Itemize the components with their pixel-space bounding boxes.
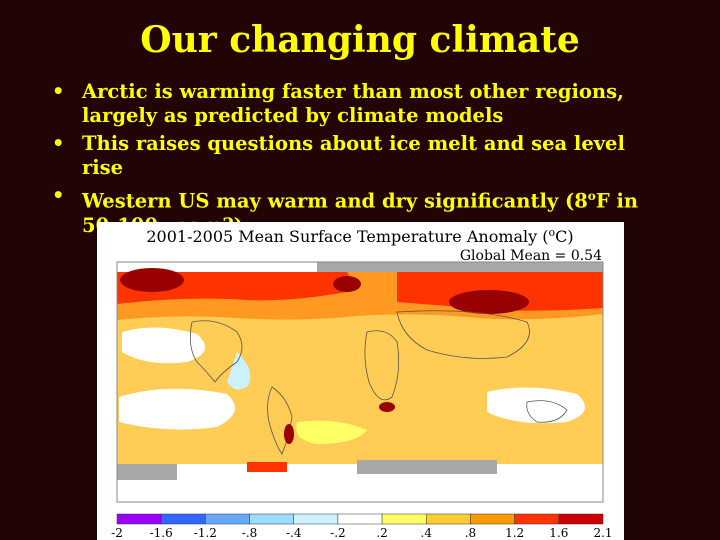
colorbar-tick-label: -2 (111, 526, 123, 540)
hot-spot-siberia (449, 290, 529, 314)
colorbar-swatch (205, 513, 250, 525)
colorbar-tick-label: -.2 (330, 526, 346, 540)
neutral-patch-indian-ocean (487, 387, 585, 424)
colorbar-swatch (293, 513, 339, 525)
coast-north-america (189, 320, 243, 383)
missing-data-antarctic-west (117, 464, 177, 480)
colorbar-swatch (160, 513, 206, 525)
missing-data-top (117, 262, 603, 272)
anomaly-map (116, 261, 604, 503)
global-mean-label: Global Mean = 0.54 (460, 248, 602, 264)
bullet-dot: • (52, 80, 65, 103)
colorbar (116, 513, 604, 525)
coast-south-america (267, 386, 293, 455)
bullet-item: • Arctic is warming faster than most oth… (52, 80, 672, 128)
anomaly-map-svg: 2001-2005 Mean Surface Temperature Anoma… (111, 226, 612, 540)
temperature-anomaly-figure: 2001-2005 Mean Surface Temperature Anoma… (97, 222, 624, 540)
colorbar-tick-label: 1.6 (549, 526, 568, 540)
colorbar-tick-label: .4 (421, 526, 433, 540)
bullet-text: This raises questions about ice melt and… (82, 132, 625, 179)
bullet-item: • This raises questions about ice melt a… (52, 132, 672, 180)
degree-superscript: o (587, 189, 596, 203)
colorbar-swatch (470, 513, 515, 525)
bullet-list: • Arctic is warming faster than most oth… (52, 80, 672, 242)
colorbar-swatch (381, 513, 427, 525)
coastlines (189, 310, 568, 455)
colorbar-tick-label: 2.1 (593, 526, 612, 540)
bullet-dot: • (52, 132, 65, 155)
colorbar-tick-label: -1.2 (194, 526, 217, 540)
colorbar-tick-label: -.4 (286, 526, 302, 540)
colorbar-swatch (249, 513, 294, 525)
colorbar-swatch (426, 513, 471, 525)
coast-eurasia (396, 310, 530, 359)
cool-patch-east-pacific (227, 352, 251, 390)
neutral-patch-pacific-north (122, 327, 205, 364)
hot-patch-antarctic-peninsula (247, 462, 287, 472)
colorbar-tick-label: -1.6 (150, 526, 173, 540)
hot-spot-south-africa (379, 402, 395, 412)
colorbar-tick-label: .8 (465, 526, 476, 540)
hot-spot-greenland (333, 276, 361, 292)
colorbar-swatch (558, 513, 604, 525)
slide-title: Our changing climate (140, 19, 580, 61)
neutral-patch-pacific-south (119, 388, 235, 430)
colorbar-swatch (337, 513, 383, 525)
colorbar-labels: -2 -1.6 -1.2 -.8 -.4 -.2 .2 .4 .8 1.2 1.6 2.1 (111, 526, 612, 540)
colorbar-swatch (514, 513, 560, 525)
colorbar-tick-label: -.8 (242, 526, 258, 540)
bullet-dot: • (52, 184, 65, 207)
hot-spot-patagonia (284, 424, 294, 444)
bullet-text: Western US may warm and dry significantl… (82, 189, 588, 213)
neutral-strip-top (117, 262, 317, 272)
coast-australia (526, 400, 568, 423)
yellow-patch-south-atlantic (296, 420, 367, 444)
hot-spot-alaska (120, 268, 184, 292)
colorbar-swatch (116, 513, 162, 525)
colorbar-tick-label: .2 (376, 526, 387, 540)
colorbar-tick-label: 1.2 (505, 526, 524, 540)
missing-data-antarctic-central (357, 460, 497, 474)
bullet-text: Arctic is warming faster than most other… (82, 80, 624, 127)
coast-africa (364, 330, 400, 401)
figure-title: 2001-2005 Mean Surface Temperature Anoma… (146, 226, 573, 246)
map-frame (116, 261, 604, 503)
